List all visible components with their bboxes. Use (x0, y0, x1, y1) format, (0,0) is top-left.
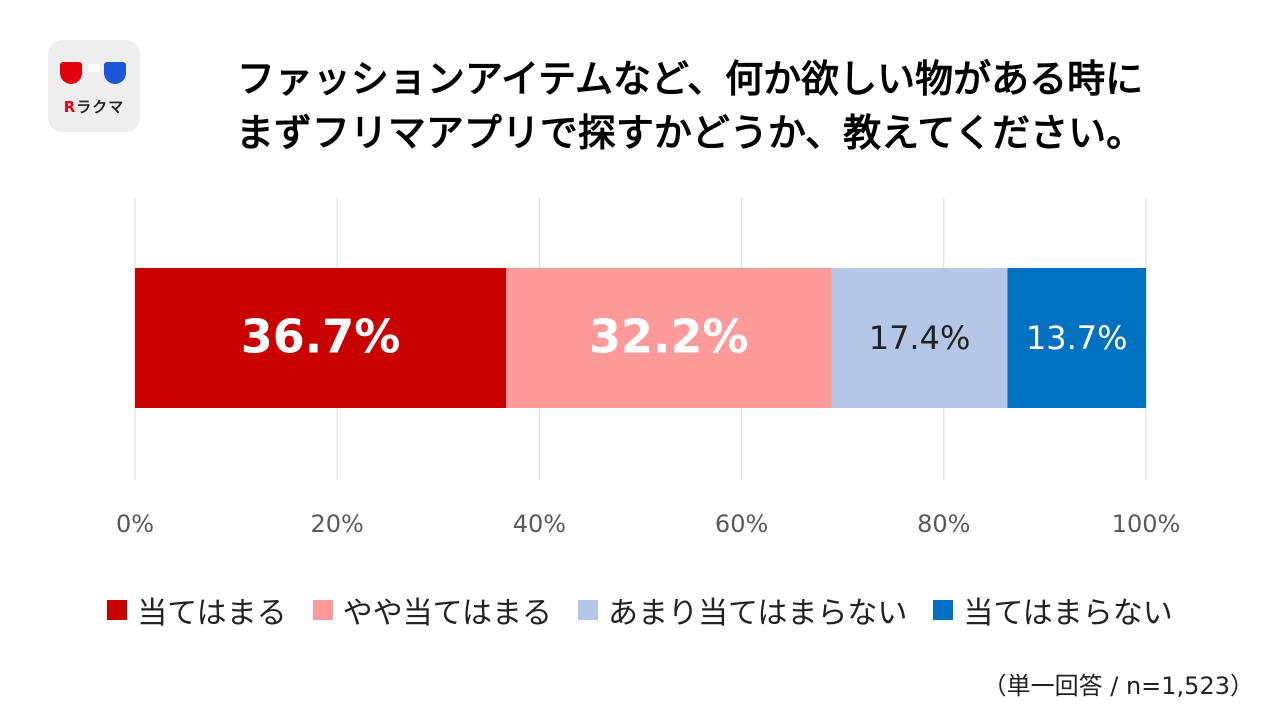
legend-swatch (933, 600, 954, 620)
chart-title: ファッションアイテムなど、何か欲しい物がある時に まずフリマアプリで探すかどうか… (190, 52, 1190, 160)
legend-item: あまり当てはまらない (578, 588, 907, 632)
bar-segment (831, 268, 1008, 408)
legend-swatch (312, 600, 333, 620)
bar-segment (506, 268, 832, 408)
legend-item: 当てはまらない (933, 588, 1173, 632)
legend-swatch (107, 600, 128, 620)
logo-right-cup (104, 62, 126, 84)
legend-label: 当てはまる (137, 596, 287, 631)
data-label: 36.7% (241, 310, 401, 364)
logo-wordmark: Rラクマ (63, 98, 125, 116)
legend-item: やや当てはまる (312, 588, 552, 632)
data-label: 32.2% (589, 310, 749, 364)
sample-note: （単一回答 / n=1,523） (982, 672, 1254, 700)
logo-bridge (88, 64, 100, 72)
legend-label: やや当てはまる (342, 596, 552, 631)
data-label: 17.4% (869, 319, 971, 357)
rakuma-logo: Rラクマ (48, 40, 140, 132)
data-label: 13.7% (1026, 319, 1128, 357)
legend-label: あまり当てはまらない (608, 596, 908, 631)
x-tick-label: 100% (1112, 510, 1181, 538)
chart-title-line-2: まずフリマアプリで探すかどうか、教えてください。 (235, 111, 1145, 155)
logo-left-cup (60, 62, 82, 84)
x-tick-label: 40% (513, 510, 566, 538)
x-tick-label: 20% (311, 510, 364, 538)
x-tick-label: 60% (715, 510, 768, 538)
bar-segment (1007, 268, 1146, 408)
legend-item: 当てはまる (107, 588, 287, 632)
legend-swatch (578, 600, 598, 620)
chart-title-line-1: ファッションアイテムなど、何か欲しい物がある時に (236, 57, 1144, 101)
bar-segment (135, 268, 507, 408)
x-tick-label: 0% (116, 510, 154, 538)
legend-label: 当てはまらない (963, 596, 1173, 631)
x-tick-label: 80% (917, 510, 970, 538)
chart-legend: 当てはまる やや当てはまる あまり当てはまらない 当てはまらない (0, 588, 1280, 632)
